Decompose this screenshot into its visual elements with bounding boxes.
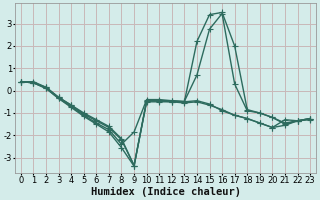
X-axis label: Humidex (Indice chaleur): Humidex (Indice chaleur) [91, 186, 241, 197]
